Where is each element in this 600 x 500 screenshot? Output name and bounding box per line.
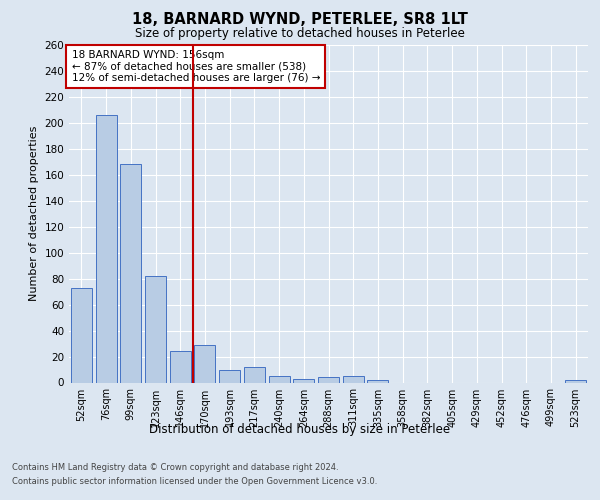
Text: 18 BARNARD WYND: 156sqm
← 87% of detached houses are smaller (538)
12% of semi-d: 18 BARNARD WYND: 156sqm ← 87% of detache… <box>71 50 320 84</box>
Y-axis label: Number of detached properties: Number of detached properties <box>29 126 39 302</box>
Text: Contains public sector information licensed under the Open Government Licence v3: Contains public sector information licen… <box>12 478 377 486</box>
Bar <box>120 164 141 382</box>
Text: 18, BARNARD WYND, PETERLEE, SR8 1LT: 18, BARNARD WYND, PETERLEE, SR8 1LT <box>132 12 468 28</box>
Bar <box>244 367 265 382</box>
Bar <box>343 376 364 382</box>
Bar <box>565 380 586 382</box>
Bar <box>293 378 314 382</box>
Bar <box>71 288 92 382</box>
Bar <box>95 115 116 382</box>
Text: Contains HM Land Registry data © Crown copyright and database right 2024.: Contains HM Land Registry data © Crown c… <box>12 462 338 471</box>
Text: Size of property relative to detached houses in Peterlee: Size of property relative to detached ho… <box>135 28 465 40</box>
Bar <box>194 345 215 383</box>
Bar <box>145 276 166 382</box>
Bar <box>170 352 191 382</box>
Bar <box>269 376 290 382</box>
Bar <box>219 370 240 382</box>
Text: Distribution of detached houses by size in Peterlee: Distribution of detached houses by size … <box>149 422 451 436</box>
Bar <box>367 380 388 382</box>
Bar <box>318 378 339 382</box>
